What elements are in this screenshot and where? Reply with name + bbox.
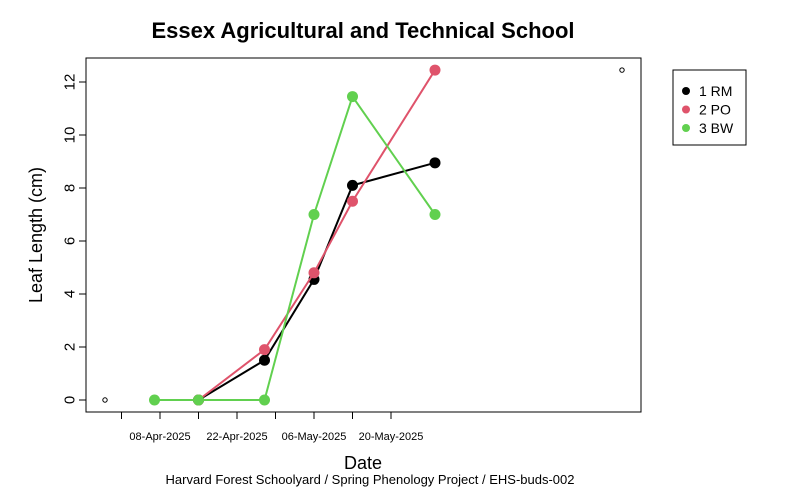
legend-marker [682,87,690,95]
y-tick-label: 8 [61,184,78,192]
legend: 1 RM 2 PO 3 BW [672,69,747,146]
data-point [308,267,320,279]
legend-label: 3 BW [699,120,734,136]
legend-label: 1 RM [699,83,732,99]
series-1 [193,157,441,406]
data-point [429,157,441,169]
series-line [197,69,436,401]
data-point [429,209,441,220]
y-tick-label: 2 [61,343,78,351]
y-tick-label: 10 [61,127,78,144]
legend-marker [682,105,690,114]
chart-caption: Harvard Forest Schoolyard / Spring Pheno… [166,472,575,487]
x-tick-label: 06-May-2025 [282,431,347,443]
x-axis: 08-Apr-2025 22-Apr-2025 06-May-2025 20-May-… [102,67,625,443]
y-tick-label: 0 [61,396,78,404]
axis-limit-point [102,397,108,403]
y-axis: 0 2 4 6 8 10 12 [61,74,87,404]
data-point [259,394,270,406]
x-tick-label: 20-May-2025 [359,431,424,443]
data-point [259,354,270,366]
x-tick-label: 08-Apr-2025 [129,431,190,443]
series-2 [193,64,441,406]
series-layer [149,64,441,406]
data-point [429,64,441,76]
data-point [308,209,320,220]
y-tick-label: 12 [61,74,78,91]
x-tick-label: 22-Apr-2025 [206,431,267,443]
axis-limit-point [619,67,625,73]
series-line [154,94,436,401]
y-axis-label: Leaf Length (cm) [26,167,46,303]
legend-marker [682,124,690,132]
data-point [193,394,204,406]
data-point [347,91,358,103]
y-tick-label: 4 [61,290,78,298]
legend-label: 2 PO [699,101,731,117]
data-point [347,195,358,207]
x-axis-label: Date [344,453,382,473]
series-3 [149,91,441,406]
data-point [259,344,270,356]
data-point [149,394,160,406]
data-point [347,179,358,191]
chart-title: Essex Agricultural and Technical School [151,18,574,43]
y-tick-label: 6 [61,237,78,245]
